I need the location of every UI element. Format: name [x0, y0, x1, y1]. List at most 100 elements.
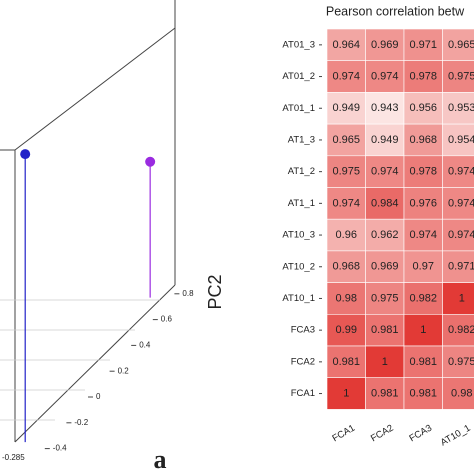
row-label: FCA1 [291, 388, 315, 399]
cell [403, 28, 443, 62]
chart-title: Pearson correlation betw [326, 4, 465, 18]
cell [442, 377, 474, 410]
cell [365, 313, 405, 347]
cell-value: 0.98 [451, 387, 472, 399]
cell-value: 0.965 [332, 134, 360, 146]
row-label: AT1_2 [288, 166, 315, 177]
cell-value: 0.954 [448, 134, 474, 146]
column-label: FCA3 [407, 423, 434, 445]
cell-value: 0.975 [371, 292, 399, 304]
cell-value: 1 [382, 356, 388, 368]
cell-value: 0.984 [371, 197, 399, 209]
column-label: AT10_1 [439, 423, 473, 449]
cell-value: 0.971 [409, 39, 437, 51]
cell-value: 0.982 [448, 324, 474, 336]
cell [442, 60, 474, 93]
cell [403, 218, 443, 252]
z-tick-label: -0.2 [74, 418, 88, 427]
row-label: FCA3 [291, 325, 315, 336]
cell [365, 187, 405, 220]
cell-value: 0.981 [371, 324, 399, 336]
cell-value: 0.975 [448, 356, 474, 368]
cell-value: 0.97 [413, 261, 434, 273]
cell [326, 92, 366, 125]
cell [403, 345, 443, 379]
cell-value: 0.969 [371, 39, 399, 51]
cell-value: 0.974 [332, 70, 360, 82]
cell-value: 0.949 [371, 134, 399, 146]
cell-value: 0.974 [448, 166, 474, 178]
cell-value: 0.96 [336, 229, 357, 241]
row-label: AT1_1 [288, 198, 315, 209]
z-tick-label: 0.8 [182, 289, 194, 298]
axis-label: PC2 [205, 274, 225, 309]
z-tick-label: 0.4 [139, 341, 151, 350]
cell-value: 0.975 [332, 166, 360, 178]
row-label: AT10_2 [282, 261, 315, 272]
cell [326, 123, 366, 157]
cell-value: 0.956 [409, 102, 437, 114]
row-label: AT10_1 [282, 293, 315, 304]
box-edge [14, 284, 176, 443]
cell [403, 60, 443, 93]
column-label: FCA1 [330, 423, 357, 445]
cell-value: 0.98 [336, 292, 357, 304]
cell-value: 0.976 [409, 197, 437, 209]
cell [442, 155, 474, 188]
cell-value: 0.974 [371, 166, 399, 178]
cell-value: 0.981 [332, 356, 360, 368]
cell-value: 0.99 [336, 324, 357, 336]
row-label: AT10_3 [282, 230, 315, 241]
cell-value: 0.978 [409, 70, 437, 82]
box-edge [14, 27, 176, 151]
cell-value: 0.964 [332, 39, 360, 51]
cell-value: 0.953 [448, 102, 474, 114]
panel-label: a [154, 445, 167, 474]
cell-value: 0.974 [332, 197, 360, 209]
cell [403, 250, 443, 283]
cell [365, 345, 405, 379]
cell-value: 0.965 [448, 39, 474, 51]
cell-value: 0.981 [371, 387, 399, 399]
cell-value: 0.974 [448, 229, 474, 241]
cell [442, 187, 474, 220]
x-tick-label: -0.285 [2, 453, 25, 462]
cell-value: 0.968 [409, 134, 437, 146]
z-tick-label: 0.6 [161, 315, 173, 324]
cell-value: 0.975 [448, 70, 474, 82]
cell-value: 1 [420, 324, 426, 336]
cell [365, 60, 405, 93]
cell [326, 218, 366, 252]
cell [365, 282, 405, 315]
cell [365, 123, 405, 157]
cell-value: 0.981 [409, 356, 437, 368]
cell-value: 0.981 [409, 387, 437, 399]
cell [326, 345, 366, 379]
z-tick-label: 0.2 [118, 366, 130, 375]
cell [365, 28, 405, 62]
z-tick-label: -0.4 [53, 444, 67, 453]
cell-value: 0.969 [371, 261, 399, 273]
cell [403, 92, 443, 125]
point [145, 156, 156, 167]
cell [326, 250, 366, 283]
cell [442, 282, 474, 315]
cell [365, 155, 405, 188]
cell [403, 377, 443, 410]
cell-value: 1 [459, 292, 465, 304]
cell [442, 218, 474, 252]
cell-value: 0.943 [371, 102, 399, 114]
row-label: AT01_3 [282, 39, 315, 50]
cell-value: 0.971 [448, 261, 474, 273]
cell [403, 313, 443, 347]
cell [326, 282, 366, 315]
cell [326, 187, 366, 220]
cell-value: 0.974 [371, 70, 399, 82]
cell-value: 0.962 [371, 229, 399, 241]
cell [326, 377, 366, 410]
column-label: FCA2 [369, 423, 396, 445]
cell [365, 92, 405, 125]
row-label: FCA2 [291, 356, 315, 367]
row-label: AT01_2 [282, 71, 315, 82]
